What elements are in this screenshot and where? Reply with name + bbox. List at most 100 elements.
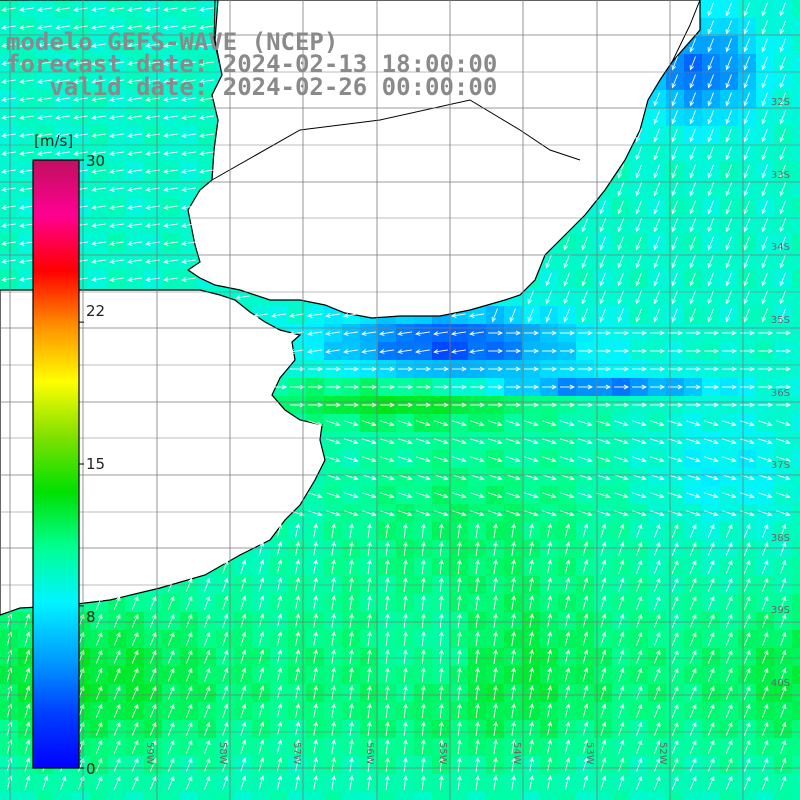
wind-arrow <box>704 420 719 427</box>
wind-arrow <box>689 272 696 287</box>
wind-arrow <box>109 43 124 48</box>
wind-arrow <box>529 739 534 754</box>
wind-arrow <box>95 667 103 682</box>
wind-arrow <box>163 97 178 102</box>
speed-cell <box>0 792 18 800</box>
wind-arrow <box>95 703 103 718</box>
wind-arrow <box>560 474 575 481</box>
wind-arrow <box>127 241 142 246</box>
wind-arrow <box>131 721 139 736</box>
wind-arrow <box>689 685 697 700</box>
wind-arrow <box>671 272 678 287</box>
wind-arrow <box>24 649 31 664</box>
wind-arrow <box>511 721 516 736</box>
speed-cell <box>792 468 800 486</box>
wind-arrow <box>326 384 342 390</box>
wind-arrow <box>199 79 214 84</box>
wind-arrow <box>689 56 696 71</box>
wind-arrow <box>689 757 697 772</box>
wind-arrow <box>457 541 462 557</box>
wind-arrow <box>163 277 178 282</box>
wind-arrow <box>743 523 751 538</box>
wind-arrow <box>761 20 768 35</box>
wind-arrow <box>109 133 124 138</box>
wind-arrow <box>199 97 214 102</box>
wind-arrow <box>398 384 414 390</box>
wind-arrow <box>600 685 607 700</box>
wind-arrow <box>420 595 426 611</box>
wind-arrow <box>743 128 750 143</box>
wind-arrow <box>127 187 142 192</box>
speed-cell <box>576 792 594 800</box>
wind-arrow <box>222 667 229 682</box>
wind-arrow <box>349 703 354 718</box>
wind-arrow <box>506 438 521 445</box>
lat-label: 38S <box>771 533 790 544</box>
wind-arrow <box>344 420 359 427</box>
wind-arrow <box>91 133 106 138</box>
wind-arrow <box>776 456 791 463</box>
wind-arrow <box>617 236 624 251</box>
wind-arrow <box>581 272 588 287</box>
wind-arrow <box>758 510 773 517</box>
wind-arrow <box>689 703 697 718</box>
speed-cell <box>360 792 378 800</box>
speed-cell <box>792 612 800 630</box>
wind-arrow <box>331 685 336 700</box>
wind-arrow <box>361 349 376 354</box>
wind-arrow <box>416 492 431 499</box>
wind-arrow <box>149 649 157 664</box>
speed-cell <box>792 252 800 270</box>
wind-arrow <box>563 236 570 251</box>
wind-arrow <box>331 631 336 646</box>
wind-arrow <box>725 20 732 35</box>
wind-arrow <box>491 308 498 323</box>
wind-arrow <box>367 739 372 754</box>
speed-cell <box>792 108 800 126</box>
wind-arrow <box>704 402 720 408</box>
wind-arrow <box>779 92 786 107</box>
wind-arrow <box>758 456 773 463</box>
wind-arrow <box>73 43 88 48</box>
wind-arrow <box>707 595 715 610</box>
wind-arrow <box>524 402 540 408</box>
wind-arrow <box>475 685 480 701</box>
speed-cell <box>216 792 234 800</box>
wind-arrow <box>127 259 142 264</box>
wind-arrow <box>258 685 265 700</box>
wind-arrow <box>779 74 786 89</box>
wind-arrow <box>547 613 553 628</box>
colorbar-tick-22: 22 <box>86 302 106 320</box>
wind-arrow <box>618 739 625 754</box>
wind-arrow <box>596 402 612 408</box>
wind-arrow <box>488 456 503 463</box>
wind-arrow <box>385 685 390 701</box>
wind-arrow <box>204 685 211 700</box>
wind-arrow <box>762 721 769 736</box>
wind-arrow <box>761 290 768 305</box>
wind-arrow <box>668 492 683 499</box>
wind-arrow <box>127 133 142 138</box>
wind-arrow <box>743 703 751 718</box>
wind-arrow <box>307 331 322 336</box>
wind-arrow <box>19 277 34 282</box>
wind-arrow <box>185 739 193 754</box>
wind-arrow <box>91 79 106 84</box>
wind-arrow <box>185 595 193 610</box>
wind-arrow <box>475 523 480 539</box>
wind-arrow <box>704 330 720 336</box>
title-valid-date: valid date: 2024-02-26 00:00:00 <box>6 73 498 101</box>
wind-arrow <box>596 492 611 499</box>
wind-arrow <box>313 559 318 574</box>
wind-arrow <box>780 595 787 610</box>
wind-arrow <box>725 685 733 700</box>
wind-arrow <box>398 402 414 408</box>
wind-arrow <box>145 259 160 264</box>
wind-arrow <box>199 169 214 174</box>
wind-arrow <box>367 613 372 628</box>
wind-arrow <box>779 164 786 179</box>
wind-arrow <box>632 384 648 390</box>
wind-arrow <box>127 115 142 120</box>
wind-arrow <box>488 384 504 390</box>
wind-arrow <box>313 757 318 772</box>
